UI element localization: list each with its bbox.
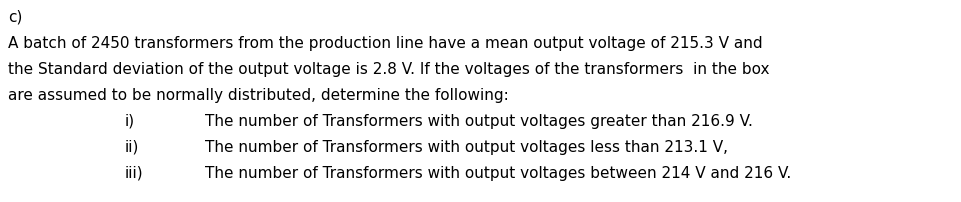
Text: A batch of 2450 transformers from the production line have a mean output voltage: A batch of 2450 transformers from the pr… bbox=[8, 36, 763, 51]
Text: i): i) bbox=[125, 114, 136, 129]
Text: The number of Transformers with output voltages greater than 216.9 V.: The number of Transformers with output v… bbox=[205, 114, 752, 129]
Text: iii): iii) bbox=[125, 166, 143, 181]
Text: The number of Transformers with output voltages less than 213.1 V,: The number of Transformers with output v… bbox=[205, 140, 728, 155]
Text: are assumed to be normally distributed, determine the following:: are assumed to be normally distributed, … bbox=[8, 88, 508, 103]
Text: The number of Transformers with output voltages between 214 V and 216 V.: The number of Transformers with output v… bbox=[205, 166, 791, 181]
Text: ii): ii) bbox=[125, 140, 139, 155]
Text: the Standard deviation of the output voltage is 2.8 V. If the voltages of the tr: the Standard deviation of the output vol… bbox=[8, 62, 770, 77]
Text: c): c) bbox=[8, 10, 22, 25]
